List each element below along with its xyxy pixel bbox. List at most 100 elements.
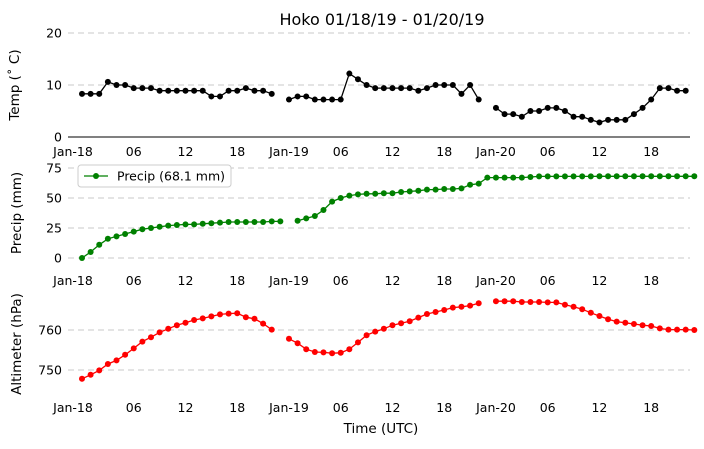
data-point — [389, 85, 396, 92]
data-point — [501, 174, 508, 181]
data-point — [441, 307, 448, 313]
data-point — [79, 255, 85, 261]
data-point — [398, 189, 405, 195]
data-point — [475, 180, 482, 187]
data-point — [79, 375, 85, 382]
data-point — [449, 82, 456, 88]
data-point — [475, 96, 482, 103]
data-point — [423, 85, 430, 92]
data-point — [380, 190, 387, 197]
data-point — [510, 111, 517, 118]
data-point — [320, 207, 327, 213]
data-point — [346, 70, 353, 77]
data-point — [415, 187, 422, 194]
data-point — [346, 192, 353, 199]
data-point — [544, 104, 551, 111]
data-point — [87, 249, 94, 255]
data-point — [208, 93, 215, 100]
data-point — [682, 173, 689, 180]
data-point — [510, 174, 517, 181]
data-point — [199, 315, 206, 322]
data-point — [656, 325, 663, 332]
chart-title: Hoko 01/18/19 - 01/20/19 — [279, 10, 484, 29]
data-point — [122, 231, 129, 237]
data-point — [605, 116, 612, 123]
data-point — [492, 104, 499, 111]
x-tick-label: 12 — [385, 144, 401, 159]
data-point — [441, 186, 448, 192]
x-tick-label: 18 — [643, 400, 659, 415]
data-point — [268, 326, 275, 333]
data-point — [587, 173, 594, 180]
data-point — [665, 326, 672, 333]
data-point — [260, 320, 267, 327]
data-point — [648, 173, 655, 180]
data-point — [432, 309, 439, 315]
data-point — [406, 318, 413, 325]
data-point — [518, 174, 525, 181]
data-point — [656, 173, 663, 180]
data-point — [363, 332, 370, 339]
data-point — [104, 361, 111, 367]
data-point — [674, 87, 681, 94]
data-point — [329, 198, 336, 205]
data-point — [234, 310, 241, 317]
data-point — [242, 219, 249, 225]
series-line — [81, 300, 695, 380]
data-point — [147, 225, 154, 231]
data-point — [484, 174, 491, 181]
data-point — [449, 304, 456, 311]
data-point — [553, 299, 560, 306]
x-tick-label: 06 — [126, 273, 142, 288]
data-point — [389, 190, 396, 197]
data-point — [191, 221, 198, 228]
data-point — [268, 218, 275, 225]
data-point — [605, 173, 612, 180]
data-point — [311, 96, 318, 103]
y-tick-label: 50 — [46, 191, 62, 206]
data-point — [389, 322, 396, 329]
x-tick-label: 18 — [229, 400, 245, 415]
data-point — [285, 335, 292, 342]
data-point — [518, 299, 525, 305]
data-point — [441, 82, 448, 88]
data-point — [579, 173, 586, 180]
data-point — [553, 104, 560, 111]
data-point — [587, 309, 594, 316]
y-tick-label: 0 — [54, 130, 62, 145]
data-point — [329, 96, 336, 103]
data-point — [199, 87, 206, 94]
data-point — [630, 111, 637, 118]
data-point — [639, 322, 646, 329]
data-point — [622, 116, 629, 123]
data-point — [320, 96, 327, 103]
data-point — [398, 85, 405, 92]
data-point — [354, 339, 361, 346]
data-point — [165, 87, 172, 94]
x-tick-label: Jan-19 — [268, 144, 309, 159]
y-tick-label: 10 — [46, 78, 62, 93]
data-point — [536, 299, 543, 305]
data-point — [234, 219, 241, 225]
data-point — [544, 299, 551, 306]
x-tick-label: Jan-18 — [52, 144, 93, 159]
data-point — [122, 351, 129, 358]
data-point — [147, 334, 154, 341]
data-point — [372, 328, 379, 335]
data-point — [329, 350, 336, 357]
data-point — [354, 191, 361, 198]
data-point — [363, 190, 370, 197]
y-tick-label: 75 — [46, 161, 62, 176]
data-point — [691, 173, 698, 180]
x-tick-label: 06 — [333, 400, 349, 415]
data-point — [398, 320, 405, 327]
data-point — [156, 87, 163, 94]
data-point — [527, 174, 534, 180]
data-point — [579, 306, 586, 313]
data-point — [570, 113, 577, 120]
data-point — [147, 85, 154, 92]
x-tick-label: 06 — [126, 400, 142, 415]
x-tick-label: 12 — [385, 400, 401, 415]
data-point — [251, 219, 258, 225]
